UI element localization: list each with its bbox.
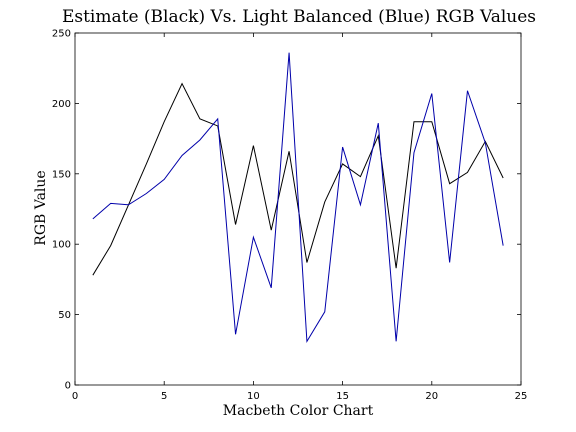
estimate-series-line xyxy=(92,82,504,276)
y-axis-label: RGB Value xyxy=(33,170,49,245)
x-tick-label: 0 xyxy=(72,391,78,402)
x-tick-label: 25 xyxy=(515,391,528,402)
y-tick-label: 100 xyxy=(52,240,71,251)
x-axis-label: Macbeth Color Chart xyxy=(223,403,374,419)
y-tick-label: 250 xyxy=(52,29,71,40)
y-tick-label: 200 xyxy=(52,99,71,110)
plot-frame xyxy=(74,32,522,386)
x-tick-label: 15 xyxy=(336,391,349,402)
y-tick-label: 150 xyxy=(52,169,71,180)
x-tick-label: 20 xyxy=(425,391,438,402)
light-balanced-series-line xyxy=(92,52,504,343)
series-group xyxy=(92,52,504,343)
x-tick-label: 10 xyxy=(247,391,260,402)
x-tick-label: 5 xyxy=(161,391,167,402)
y-tick-label: 50 xyxy=(58,310,71,321)
y-tick-label: 0 xyxy=(65,381,71,392)
chart-title: Estimate (Black) Vs. Light Balanced (Blu… xyxy=(62,7,536,27)
